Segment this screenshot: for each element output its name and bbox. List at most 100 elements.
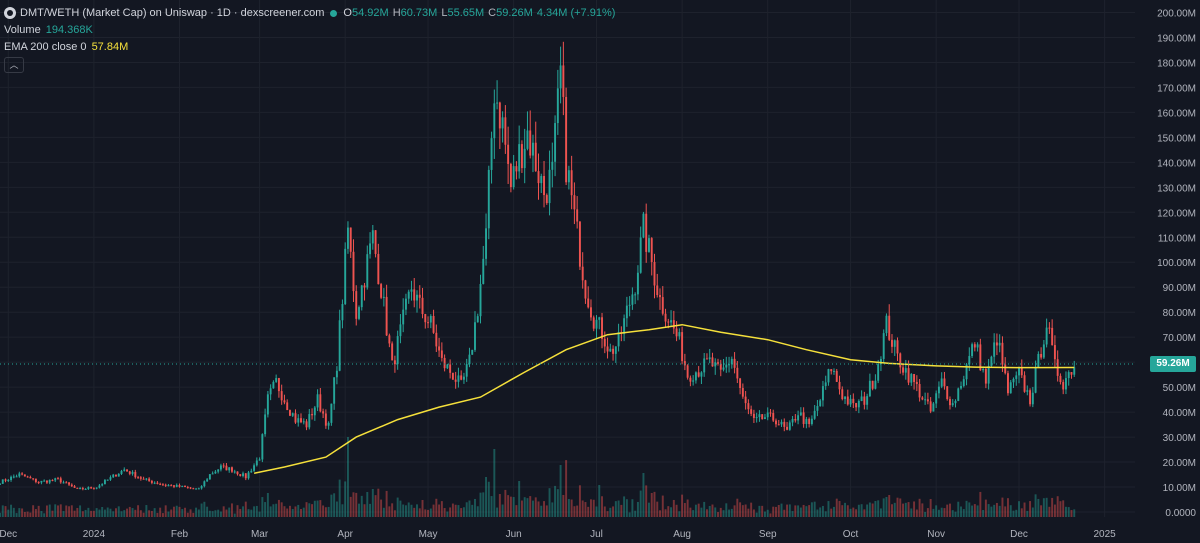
volume-bar (788, 504, 791, 517)
candle-body (893, 340, 896, 347)
candle-body (515, 166, 518, 172)
volume-bar (578, 485, 581, 517)
volume-bar (380, 499, 383, 517)
volume-bar (1, 505, 4, 517)
volume-bar (653, 491, 656, 517)
volume-bar (874, 500, 877, 517)
candle-body (374, 230, 377, 254)
candle-body (882, 333, 885, 359)
volume-bar (681, 494, 684, 517)
volume-bar (639, 490, 642, 517)
volume-bar (995, 502, 998, 517)
candle-body (242, 473, 244, 476)
candle-body (504, 117, 507, 145)
candle-body (355, 291, 358, 319)
volume-bar (178, 506, 181, 517)
volume-bar (391, 503, 394, 517)
volume-bar (330, 494, 333, 517)
candle-body (1018, 367, 1020, 376)
candle-body (728, 364, 731, 366)
candle-body (581, 266, 584, 281)
volume-bar (1012, 510, 1015, 517)
candle-body (156, 482, 159, 484)
candle-body (661, 297, 664, 314)
volume-bar (443, 508, 446, 517)
candle-body (219, 465, 222, 470)
candle-body (562, 65, 565, 97)
candle-body (1029, 390, 1032, 405)
volume-label[interactable]: Volume (4, 24, 41, 36)
volume-bar (962, 509, 965, 517)
candle-body (910, 374, 913, 383)
candle-body (628, 304, 631, 306)
volume-bar (548, 488, 551, 517)
candle-body (258, 459, 261, 461)
candle-body (1015, 375, 1018, 379)
symbol-title[interactable]: DMT/WETH (Market Cap) on Uniswap · 1D · … (20, 7, 325, 19)
candle-body (1073, 367, 1076, 375)
candle-body (443, 357, 446, 369)
volume-bar (598, 485, 601, 517)
candle-body (763, 417, 766, 420)
candle-body (485, 228, 488, 259)
candle-body (275, 378, 278, 382)
volume-bar (352, 492, 355, 517)
candle-body (106, 479, 109, 481)
candle-body (656, 285, 659, 296)
volume-bar (286, 508, 289, 517)
candle-body (791, 418, 794, 423)
candle-body (995, 342, 998, 346)
legend-ema-row: EMA 200 close 0 57.84M (4, 39, 615, 55)
volume-bar (565, 460, 568, 517)
volume-bar (987, 504, 990, 517)
candle-body (1053, 345, 1056, 360)
candle-body (244, 473, 247, 479)
volume-bar (772, 506, 775, 517)
volume-bar (1015, 509, 1018, 517)
price-tick-label: 20.00M (1163, 458, 1196, 469)
volume-bar (628, 512, 631, 517)
volume-bar (460, 508, 463, 517)
candle-body (496, 102, 499, 104)
candle-body (976, 344, 979, 348)
volume-bar (529, 496, 532, 517)
volume-bar (813, 501, 816, 517)
candle-body (1064, 378, 1067, 390)
candle-body (26, 476, 29, 478)
price-axis[interactable]: 0.000010.00M20.00M30.00M40.00M50.00M60.0… (1157, 8, 1196, 519)
volume-bar (821, 505, 824, 517)
candle-body (236, 471, 239, 475)
volume-bar (733, 505, 736, 517)
volume-bar (700, 507, 703, 517)
volume-bar (926, 508, 929, 517)
candlestick-series (0, 41, 1076, 491)
candle-body (827, 369, 830, 383)
volume-bar (79, 505, 82, 517)
candle-body (471, 349, 474, 355)
candle-body (725, 364, 728, 368)
collapse-legend-button[interactable]: ︿ (4, 57, 24, 73)
volume-bar (877, 500, 880, 517)
volume-bar (123, 510, 126, 517)
volume-bar (192, 512, 195, 517)
volume-bar (747, 508, 750, 517)
candle-body (926, 399, 929, 402)
candle-body (68, 482, 71, 485)
volume-bar (413, 507, 416, 517)
candle-body (21, 473, 24, 475)
candle-body (322, 411, 325, 414)
ema-label[interactable]: EMA 200 close 0 (4, 41, 87, 53)
volume-bar (543, 501, 545, 517)
candle-body (283, 400, 286, 403)
time-axis[interactable]: Dec 2024 Feb Mar Apr May Jun Jul Aug Sep Oct Nov Dec… (0, 529, 1116, 540)
candle-body (286, 402, 289, 411)
volume-bar (703, 501, 706, 517)
candle-body (324, 413, 327, 426)
candle-body (846, 396, 849, 405)
candle-body (570, 170, 573, 196)
volume-bar (319, 500, 322, 517)
candle-body (164, 484, 167, 486)
volume-bar (631, 499, 634, 517)
candle-body (1, 479, 4, 484)
